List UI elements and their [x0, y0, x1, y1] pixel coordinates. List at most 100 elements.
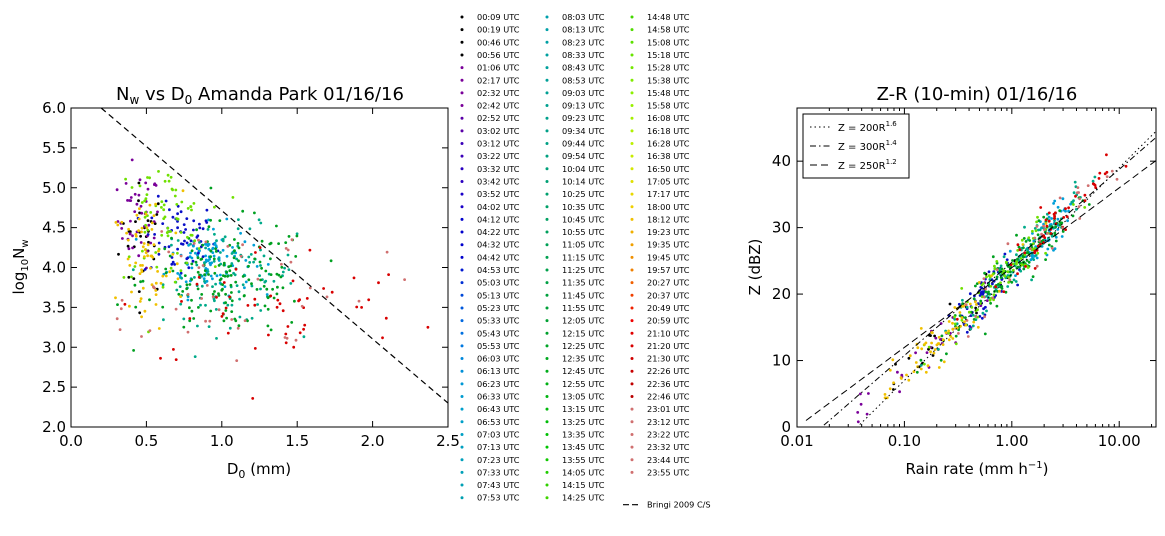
left-data-point [232, 271, 236, 275]
legend-marker [460, 306, 464, 310]
legend-entry: 09:23 UTC [545, 113, 605, 123]
left-data-point [130, 290, 133, 294]
left-data-point [162, 208, 166, 212]
legend-entry: 10:14 UTC [545, 176, 605, 186]
left-data-point [163, 179, 167, 183]
left-data-point [156, 194, 160, 198]
right-data-point [915, 370, 919, 374]
legend-marker [545, 445, 549, 449]
right-data-point [1052, 202, 1055, 205]
left-data-point [162, 217, 166, 221]
right-data-point [1072, 203, 1075, 206]
legend-label: 13:55 UTC [562, 455, 605, 465]
right-data-point [983, 332, 987, 336]
legend-label: 14:48 UTC [647, 12, 690, 22]
legend-marker [545, 331, 549, 335]
right-data-point [991, 282, 994, 286]
legend-entry: 15:58 UTC [630, 101, 690, 111]
legend-entry: 02:42 UTC [460, 101, 520, 111]
left-data-point [196, 287, 200, 291]
legend-entry: 09:34 UTC [545, 126, 605, 136]
z-r-legend-entry: Z = 250R1.2 [810, 158, 897, 172]
legend-entry: 08:13 UTC [545, 25, 605, 35]
right-data-point [1071, 214, 1075, 218]
left-data-point [387, 273, 390, 276]
left-data-point [166, 230, 170, 234]
legend-marker [460, 407, 464, 411]
left-x-tick-label: 0.0 [59, 432, 83, 450]
right-data-point [1011, 268, 1015, 272]
left-data-point [213, 299, 216, 303]
left-data-point [217, 292, 220, 295]
right-data-point [1023, 251, 1027, 255]
right-data-point [947, 320, 951, 323]
left-data-point [140, 201, 144, 204]
left-x-tick-label: 2.0 [361, 432, 385, 450]
legend-marker [460, 319, 464, 323]
legend-marker [630, 331, 634, 335]
legend-entry: 04:53 UTC [460, 265, 520, 275]
right-data-point [1050, 234, 1054, 238]
left-data-point [145, 193, 149, 197]
left-data-point [269, 273, 273, 276]
right-y-tick-label: 40 [772, 152, 791, 170]
right-data-point [914, 361, 918, 364]
right-data-point [916, 346, 920, 350]
left-data-point [300, 304, 304, 308]
right-data-point [927, 345, 931, 349]
left-data-point [154, 289, 158, 292]
left-data-point [133, 283, 137, 287]
left-data-point [385, 250, 389, 254]
left-data-point [209, 255, 213, 259]
left-data-point [201, 227, 205, 231]
right-data-point [1037, 219, 1041, 223]
legend-label: 05:13 UTC [477, 290, 520, 300]
left-data-point [150, 228, 154, 231]
left-data-point [149, 266, 152, 270]
left-data-point [161, 274, 165, 278]
right-data-point [969, 314, 973, 317]
legend-marker [460, 91, 464, 95]
left-data-point [208, 257, 212, 261]
left-data-point [176, 220, 179, 223]
left-data-point [259, 221, 263, 225]
legend-entry: 00:09 UTC [460, 12, 520, 22]
left-y-tick-label: 3.5 [42, 298, 66, 316]
right-data-point [931, 331, 934, 335]
right-data-point [939, 338, 942, 341]
right-data-point [1086, 184, 1090, 188]
left-data-point [185, 283, 189, 287]
left-data-point [229, 264, 233, 268]
right-data-point [948, 302, 952, 306]
left-data-point [260, 239, 264, 243]
left-data-point [127, 304, 131, 308]
left-data-point [214, 247, 218, 251]
legend-marker [630, 205, 634, 209]
right-data-point [914, 351, 917, 355]
right-data-point [891, 358, 895, 362]
right-data-point [1124, 164, 1128, 168]
right-data-point [1056, 205, 1060, 209]
left-data-point [352, 276, 356, 280]
left-data-point [140, 315, 144, 319]
legend-label: 11:15 UTC [562, 252, 605, 262]
left-data-point [229, 283, 233, 287]
left-data-point [212, 259, 216, 263]
left-x-axis-ticks: 0.0 0.5 1.0 1.5 2.0 2.5 [59, 108, 460, 450]
left-data-point [127, 230, 131, 233]
right-data-point [900, 377, 903, 380]
left-data-point [239, 231, 243, 235]
legend-label: 11:25 UTC [562, 265, 605, 275]
legend-entry: 07:53 UTC [460, 493, 520, 503]
legend-marker [545, 395, 549, 398]
left-data-point [269, 294, 273, 298]
right-data-point [962, 304, 965, 308]
right-data-point [981, 293, 984, 296]
left-data-point [146, 187, 150, 191]
left-data-point [233, 249, 236, 253]
legend-entry: 13:45 UTC [545, 442, 605, 452]
right-data-point [1047, 215, 1051, 219]
left-data-point [177, 292, 181, 296]
legend-label: 08:23 UTC [562, 37, 605, 47]
right-data-point [981, 311, 985, 315]
